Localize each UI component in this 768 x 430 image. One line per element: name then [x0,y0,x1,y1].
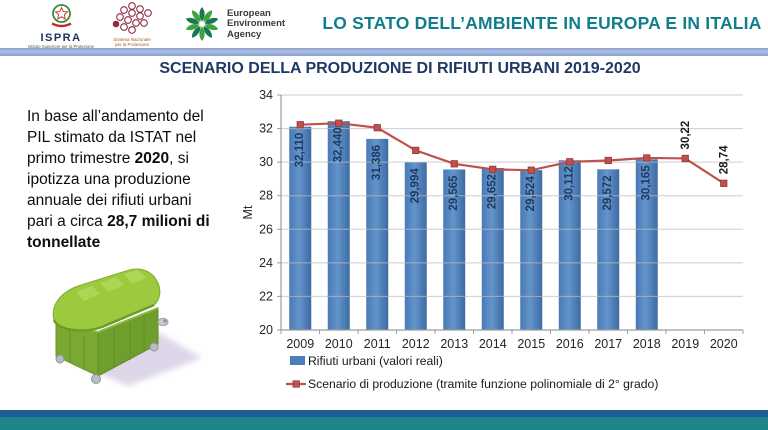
header: ISPRA Istituto Superiore per la Protezio… [0,0,768,54]
svg-text:Rifiuti urbani (valori reali): Rifiuti urbani (valori reali) [308,354,443,368]
svg-text:30,165: 30,165 [641,165,653,201]
svg-text:32: 32 [259,122,273,136]
svg-text:2016: 2016 [556,337,584,351]
bar-2011 [366,138,389,330]
marker-2020 [720,179,728,187]
bar-2018 [635,159,658,330]
svg-text:22: 22 [259,289,273,303]
eea-title: European Environment Agency [227,8,286,40]
svg-text:2017: 2017 [594,337,622,351]
svg-text:32,110: 32,110 [294,133,306,168]
svg-text:2020: 2020 [710,337,738,351]
svg-text:2019: 2019 [671,337,699,351]
svg-text:29,565: 29,565 [448,175,460,211]
svg-text:30,112: 30,112 [564,166,576,201]
header-divider-band [0,48,768,56]
svg-text:2009: 2009 [286,337,314,351]
waste-bin-illustration [30,266,210,396]
chart-canvas: 20 22 24 26 28 30 32 34 2009 2010 2011 2012 2013 2014… [241,88,744,391]
waste-production-chart: 20 22 24 26 28 30 32 34 2009 2010 2011 2012 2013 2014… [235,86,765,398]
svg-text:32,440: 32,440 [333,127,345,162]
svg-text:28: 28 [259,189,273,203]
svg-text:28,74: 28,74 [719,145,731,174]
page-title: SCENARIO DELLA PRODUZIONE DI RIFIUTI URB… [159,60,641,77]
svg-text:29,572: 29,572 [602,175,614,210]
marker-2019 [681,154,689,163]
svg-text:29,524: 29,524 [525,176,537,212]
bar-2015 [520,170,543,330]
bar-2016 [558,160,581,330]
svg-text:29,652: 29,652 [487,174,499,209]
bar-2009 [289,126,312,330]
snpa-logo: Sistema Nazionale per la Protezione dell… [102,2,162,53]
marker-2014 [489,165,497,173]
footer-bar-teal [0,417,768,430]
svg-text:24: 24 [259,256,273,270]
bar-2014 [481,167,504,330]
intro-text: In base all’andamento del PIL stimato da… [27,107,210,251]
svg-text:2014: 2014 [479,337,507,351]
marker-2011 [373,124,381,132]
marker-2016 [566,158,574,166]
marker-2015 [527,166,535,174]
svg-text:2015: 2015 [517,337,545,351]
bar-2017 [597,169,620,330]
svg-text:34: 34 [259,88,273,102]
marker-2018 [643,154,651,162]
svg-text:2011: 2011 [364,337,391,351]
svg-text:31,386: 31,386 [371,145,383,180]
svg-text:Mt: Mt [241,205,255,219]
waste-bin-icon [52,268,202,386]
svg-text:26: 26 [259,222,273,236]
svg-text:20: 20 [259,323,273,337]
bar-2010 [327,121,350,330]
marker-2010 [335,119,343,127]
snpa-molecule-icon [112,2,152,34]
marker-2009 [296,121,304,129]
bar-2013 [443,169,466,330]
marker-2017 [604,156,612,165]
svg-text:30: 30 [259,155,273,169]
marker-2013 [450,160,458,168]
svg-text:30,22: 30,22 [680,121,692,150]
ispra-logo: ISPRA Istituto Superiore per la Protezio… [22,3,100,55]
svg-text:29,994: 29,994 [410,168,422,204]
footer-bar-blue [0,410,768,417]
marker-2012 [412,146,420,154]
bar-2012 [404,162,427,330]
svg-text:2010: 2010 [325,337,353,351]
svg-text:2013: 2013 [440,337,468,351]
svg-text:2018: 2018 [633,337,661,351]
eea-leaf-icon [185,7,219,41]
ispra-emblem-icon [50,4,72,28]
ispra-name: ISPRA [40,32,82,44]
header-title: LO STATO DELL’AMBIENTE IN EUROPA E IN IT… [322,13,762,33]
svg-text:2012: 2012 [402,337,430,351]
eea-logo: European Environment Agency [183,5,285,43]
svg-text:Scenario di produzione (tramit: Scenario di produzione (tramite funzione… [308,377,658,391]
